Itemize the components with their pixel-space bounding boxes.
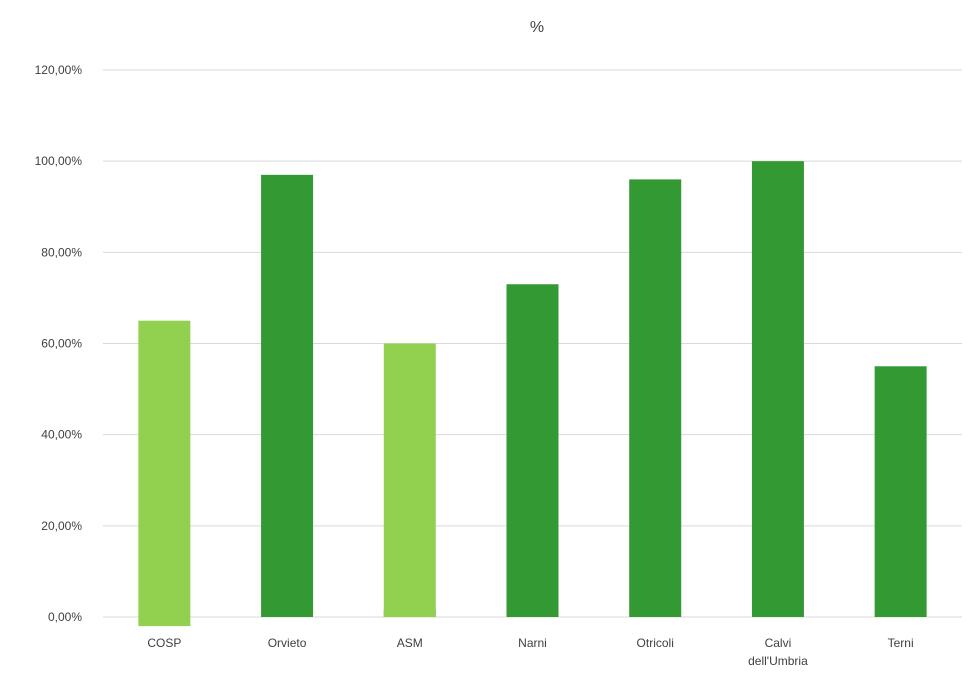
y-tick-label: 40,00% — [41, 428, 82, 442]
y-tick-label: 80,00% — [41, 245, 82, 259]
bar — [383, 343, 436, 617]
y-tick-label: 20,00% — [41, 519, 82, 533]
bar — [506, 284, 559, 617]
x-tick-label: Otricoli — [637, 636, 674, 650]
x-tick-label: Terni — [888, 636, 914, 650]
x-axis-category-labels: COSP Orvieto ASM Narni Otricoli Calvi dell'Umb… — [147, 636, 913, 668]
x-tick-label: Calvi dell'Umbria — [748, 636, 808, 668]
x-tick-label: Orvieto — [268, 636, 307, 650]
bar — [261, 174, 314, 617]
x-tick-label: COSP — [147, 636, 181, 650]
bars — [138, 161, 927, 627]
y-axis-tick-labels: 0,00% 20,00% 40,00% 60,00% 80,00% 100,00% 120,… — [35, 63, 83, 624]
bar — [629, 179, 682, 617]
y-tick-label: 120,00% — [35, 63, 83, 77]
bar — [751, 161, 804, 617]
y-tick-label: 60,00% — [41, 337, 82, 351]
bar — [874, 366, 927, 617]
bar-overlay — [138, 617, 191, 627]
x-tick-label: Narni — [518, 636, 547, 650]
chart-title: % — [530, 19, 544, 36]
y-tick-label: 0,00% — [48, 610, 82, 624]
bar — [138, 320, 191, 617]
x-tick-label: ASM — [397, 636, 423, 650]
y-tick-label: 100,00% — [35, 154, 83, 168]
